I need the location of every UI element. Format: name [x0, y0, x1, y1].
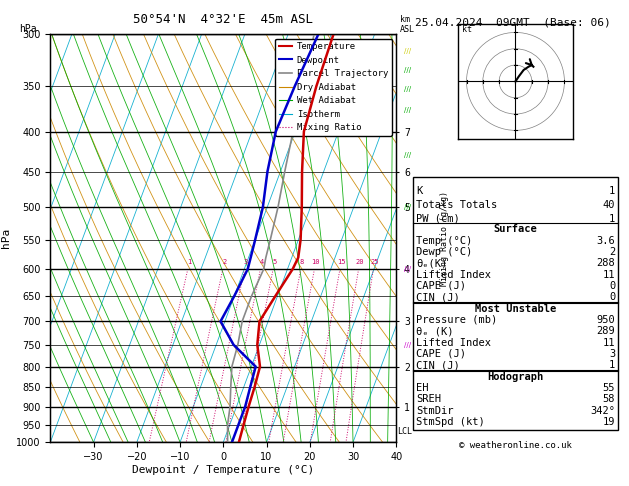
Text: 20: 20: [355, 259, 364, 265]
Text: 950: 950: [596, 315, 615, 325]
Text: PW (cm): PW (cm): [416, 214, 460, 224]
Text: Surface: Surface: [493, 225, 537, 234]
Text: Temp (°C): Temp (°C): [416, 236, 472, 245]
Text: LCL: LCL: [397, 427, 412, 436]
Text: 1: 1: [609, 186, 615, 195]
Legend: Temperature, Dewpoint, Parcel Trajectory, Dry Adiabat, Wet Adiabat, Isotherm, Mi: Temperature, Dewpoint, Parcel Trajectory…: [275, 38, 392, 136]
Text: 5: 5: [272, 259, 277, 265]
Text: kt: kt: [462, 25, 472, 35]
Text: 8: 8: [300, 259, 304, 265]
Text: 2: 2: [222, 259, 226, 265]
Text: K: K: [416, 186, 423, 195]
Text: 50°54'N  4°32'E  45m ASL: 50°54'N 4°32'E 45m ASL: [133, 13, 313, 26]
Text: © weatheronline.co.uk: © weatheronline.co.uk: [459, 440, 572, 450]
Text: Pressure (mb): Pressure (mb): [416, 315, 498, 325]
Text: θₑ(K): θₑ(K): [416, 259, 448, 268]
Text: 40: 40: [603, 200, 615, 210]
Text: 3: 3: [609, 349, 615, 359]
Text: km
ASL: km ASL: [400, 15, 415, 34]
Text: ///: ///: [404, 266, 411, 272]
Text: 11: 11: [603, 338, 615, 347]
Text: 3: 3: [244, 259, 248, 265]
Text: CIN (J): CIN (J): [416, 361, 460, 370]
Text: 15: 15: [337, 259, 345, 265]
Text: Lifted Index: Lifted Index: [416, 338, 491, 347]
Text: 1: 1: [609, 214, 615, 224]
Text: ///: ///: [404, 204, 411, 210]
Text: 1: 1: [187, 259, 191, 265]
Text: SREH: SREH: [416, 395, 442, 404]
Text: ///: ///: [404, 107, 411, 113]
Text: Totals Totals: Totals Totals: [416, 200, 498, 210]
Text: Most Unstable: Most Unstable: [474, 304, 556, 313]
Text: 342°: 342°: [590, 406, 615, 416]
Text: 0: 0: [609, 293, 615, 302]
Text: 0: 0: [609, 281, 615, 291]
Text: 25.04.2024  09GMT  (Base: 06): 25.04.2024 09GMT (Base: 06): [415, 17, 611, 27]
Text: 10: 10: [311, 259, 320, 265]
Text: CIN (J): CIN (J): [416, 293, 460, 302]
Text: hPa: hPa: [19, 24, 37, 34]
Text: 2: 2: [609, 247, 615, 257]
Text: Dewp (°C): Dewp (°C): [416, 247, 472, 257]
Text: 288: 288: [596, 259, 615, 268]
Text: 289: 289: [596, 327, 615, 336]
Text: ///: ///: [404, 86, 411, 92]
Text: 11: 11: [603, 270, 615, 279]
X-axis label: Dewpoint / Temperature (°C): Dewpoint / Temperature (°C): [132, 465, 314, 475]
Text: 19: 19: [603, 417, 615, 427]
Text: 25: 25: [370, 259, 379, 265]
Text: 55: 55: [603, 383, 615, 393]
Text: Hodograph: Hodograph: [487, 372, 543, 382]
Text: CAPE (J): CAPE (J): [416, 349, 466, 359]
Text: EH: EH: [416, 383, 429, 393]
Text: ///: ///: [404, 152, 411, 158]
Text: ///: ///: [404, 49, 411, 54]
Text: Lifted Index: Lifted Index: [416, 270, 491, 279]
Text: 4: 4: [260, 259, 264, 265]
Text: 3.6: 3.6: [596, 236, 615, 245]
Text: 58: 58: [603, 395, 615, 404]
Text: ///: ///: [404, 342, 411, 347]
Text: θₑ (K): θₑ (K): [416, 327, 454, 336]
Text: StmSpd (kt): StmSpd (kt): [416, 417, 485, 427]
Text: Mixing Ratio (g/kg): Mixing Ratio (g/kg): [440, 191, 449, 286]
Text: 1: 1: [609, 361, 615, 370]
Text: StmDir: StmDir: [416, 406, 454, 416]
Text: CAPE (J): CAPE (J): [416, 281, 466, 291]
Y-axis label: hPa: hPa: [1, 228, 11, 248]
Text: ///: ///: [404, 67, 411, 73]
